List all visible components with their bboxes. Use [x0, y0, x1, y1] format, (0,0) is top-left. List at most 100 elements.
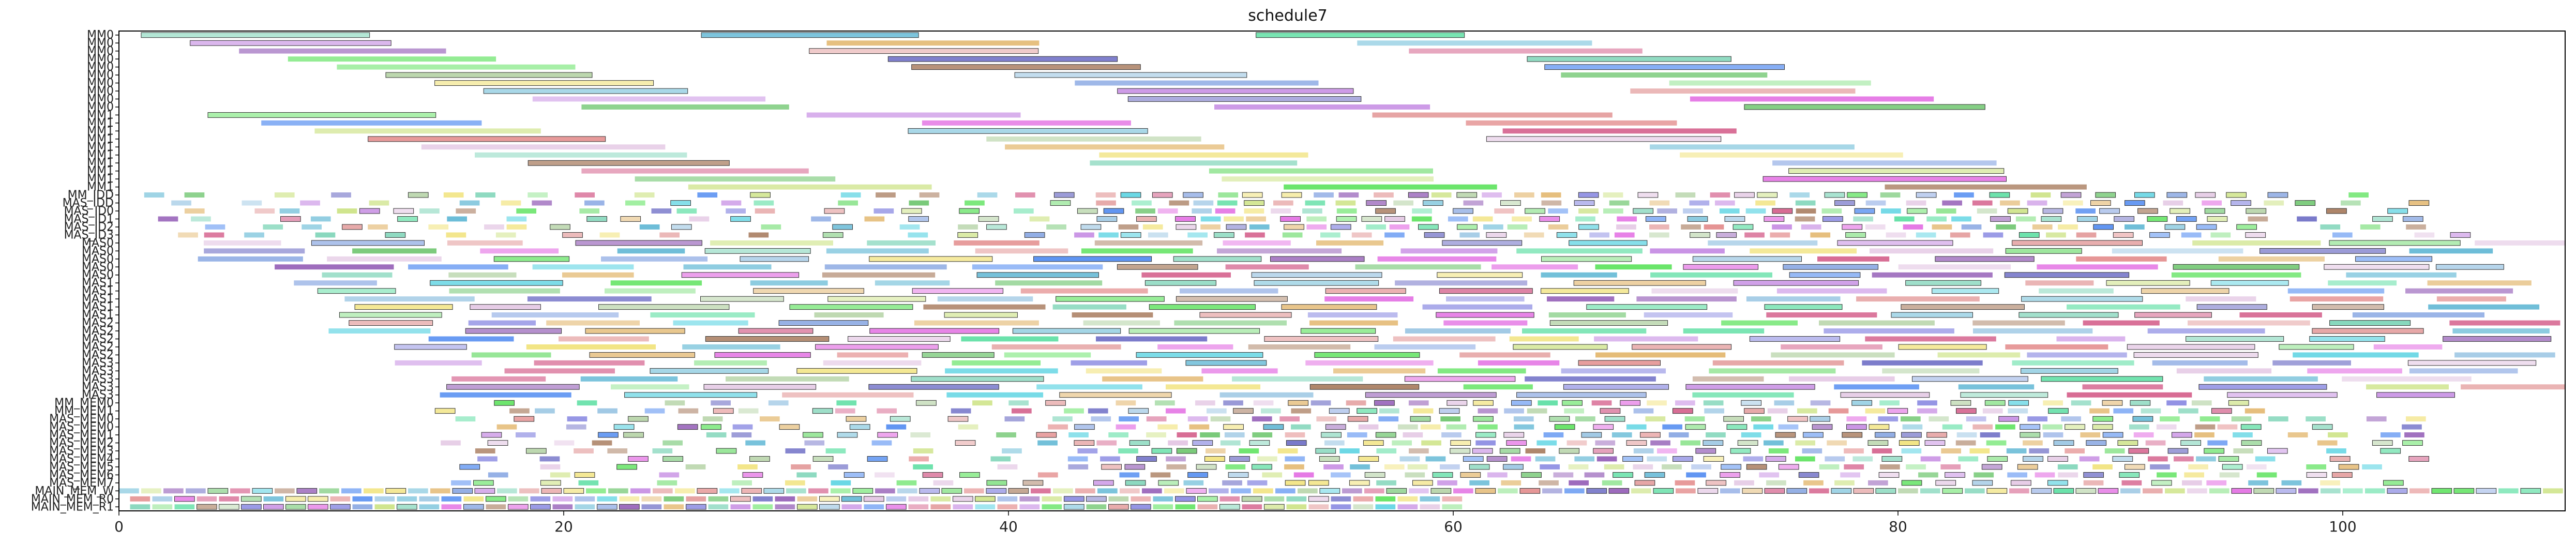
- task-bar: [368, 224, 388, 230]
- task-bar: [846, 416, 867, 422]
- task-bar: [1453, 488, 1473, 494]
- task-bar: [2095, 192, 2116, 198]
- task-bar: [2259, 248, 2386, 254]
- task-bar: [1564, 488, 1585, 494]
- x-tick-label: 100: [2329, 518, 2356, 535]
- task-bar: [1633, 448, 1654, 453]
- task-bar: [1316, 416, 1337, 422]
- task-bar: [328, 328, 431, 334]
- task-bar: [2112, 456, 2133, 462]
- task-bar: [2196, 456, 2216, 462]
- task-bar: [2113, 408, 2134, 414]
- task-bar: [1053, 192, 1075, 198]
- task-bar: [1683, 264, 1758, 270]
- task-bar: [2145, 440, 2166, 446]
- y-tick-label: MAS1: [82, 277, 114, 290]
- task-bar: [1389, 224, 1410, 230]
- task-bar: [975, 504, 996, 510]
- task-bar: [1575, 416, 1595, 422]
- task-bar: [1302, 208, 1322, 214]
- task-bar: [408, 488, 428, 494]
- task-bar: [1136, 352, 1263, 358]
- task-bar: [428, 336, 514, 342]
- task-bar: [1059, 392, 1172, 398]
- task-bar: [1439, 408, 1460, 414]
- y-tick-label: MAS_IDD: [63, 197, 114, 210]
- task-bar: [1535, 456, 1556, 462]
- task-bar: [1086, 368, 1162, 374]
- task-bar: [589, 352, 695, 358]
- task-bar: [1846, 424, 1867, 430]
- y-tick-label: MAS_MEM0: [49, 413, 114, 426]
- task-bar: [1408, 192, 1429, 198]
- task-bar: [1854, 208, 1875, 214]
- task-bar: [1136, 456, 1157, 462]
- task-bar: [965, 200, 985, 206]
- task-bar: [468, 320, 536, 326]
- task-bar: [1724, 216, 1745, 222]
- task-bar: [480, 248, 559, 254]
- x-tick-label: 0: [114, 518, 124, 535]
- task-bar: [487, 440, 508, 446]
- task-bar: [2125, 464, 2145, 470]
- task-bar: [369, 200, 389, 206]
- y-tick-label: MAS1: [82, 293, 114, 306]
- task-bar: [675, 488, 695, 494]
- task-bar: [1174, 320, 1287, 326]
- task-bar: [1819, 320, 1935, 326]
- task-bar: [825, 448, 846, 453]
- task-bar: [2312, 304, 2385, 310]
- task-bar: [1325, 424, 1346, 430]
- task-bar: [1956, 408, 1977, 414]
- task-bar: [714, 352, 811, 358]
- task-bar: [986, 224, 1007, 230]
- y-tick-label: MAS_ID2: [64, 221, 114, 234]
- task-bar: [473, 480, 494, 486]
- task-bar: [254, 208, 275, 214]
- task-bar: [2082, 384, 2163, 390]
- task-bar: [1132, 200, 1152, 206]
- task-bar: [1004, 416, 1025, 422]
- task-bar: [1494, 208, 1514, 214]
- task-bar: [957, 232, 978, 238]
- task-bar: [559, 336, 649, 342]
- task-bar: [1604, 416, 1625, 422]
- task-bar: [2348, 192, 2369, 198]
- y-tick-label: MM1: [87, 117, 114, 130]
- task-bar: [514, 416, 535, 422]
- task-bar: [1472, 216, 1493, 222]
- task-bar: [2453, 488, 2475, 494]
- task-bar: [1503, 464, 1524, 470]
- task-bar: [459, 200, 480, 206]
- task-bar: [2025, 280, 2094, 286]
- task-bar: [1536, 440, 1557, 446]
- task-bar: [1837, 240, 1953, 246]
- task-bar: [1972, 320, 2065, 326]
- task-bar: [535, 408, 555, 414]
- task-bar: [364, 488, 384, 494]
- task-bar: [864, 496, 884, 502]
- task-bar: [952, 360, 1041, 366]
- task-bar: [869, 256, 993, 262]
- y-tick-label: MAS1: [82, 285, 114, 298]
- task-bar: [1935, 480, 1956, 486]
- task-bar: [1681, 224, 1701, 230]
- task-bar: [2018, 232, 2040, 238]
- task-bar: [1075, 80, 1319, 86]
- task-bar: [1282, 232, 1303, 238]
- task-bar: [2167, 448, 2189, 454]
- y-tick-label: MAIN_MEM_W: [35, 485, 114, 497]
- task-bar: [322, 272, 393, 278]
- y-tick-label: MM0: [87, 61, 114, 74]
- task-bar: [1589, 232, 1609, 238]
- task-bar: [1775, 432, 1796, 438]
- task-bar: [1478, 424, 1498, 430]
- task-bar: [2227, 392, 2338, 398]
- task-bar: [1730, 448, 1751, 454]
- task-bar: [1366, 224, 1386, 230]
- task-bar: [1252, 464, 1272, 470]
- task-bar: [1575, 216, 1595, 222]
- task-bar: [2312, 424, 2333, 430]
- task-bar: [1942, 200, 1962, 206]
- task-bar: [1771, 352, 1895, 358]
